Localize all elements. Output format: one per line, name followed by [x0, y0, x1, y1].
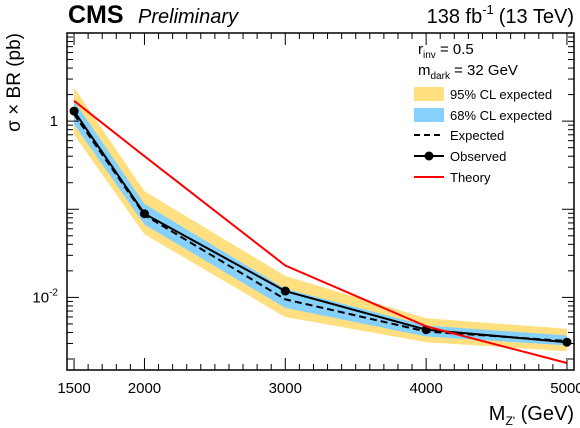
x-tick-label-5000: 5000 — [550, 380, 580, 397]
y-tick-label-1: 1 — [50, 113, 58, 130]
legend-label-68: 68% CL expected — [450, 108, 552, 123]
status-label: Preliminary — [138, 6, 239, 28]
x-tick-label-4000: 4000 — [409, 380, 442, 397]
marker-observed-2000 — [139, 209, 149, 219]
plot-frame — [66, 32, 575, 371]
lumi-exponent: -1 — [482, 2, 494, 17]
marker-observed-3000 — [280, 286, 290, 296]
limit-lines — [69, 100, 572, 364]
marker-observed-5000 — [562, 337, 572, 347]
marker-observed-1500 — [69, 106, 79, 116]
legend: 95% CL expected 68% CL expected Expected… — [414, 87, 552, 185]
y-axis-title: σ × BR (pb) — [4, 33, 25, 132]
experiment-label: CMS — [68, 1, 124, 29]
x-tick-label-2000: 2000 — [128, 380, 161, 397]
legend-label-expected: Expected — [450, 128, 504, 143]
legend-swatch-95 — [414, 87, 444, 101]
legend-label-observed: Observed — [450, 149, 506, 164]
legend-label-95: 95% CL expected — [450, 87, 552, 102]
axis-ticks — [67, 33, 574, 370]
lumi-value: 138 fb — [427, 6, 483, 28]
legend-swatch-68 — [414, 108, 444, 122]
band-68-cl-expected — [74, 100, 567, 346]
lumi-energy: (13 TeV) — [499, 6, 574, 28]
x-axis-title: MZ' (GeV) — [489, 403, 574, 428]
param-mdark: mdark = 32 GeV — [418, 62, 518, 82]
y-tick-label-0.01: 10-2 — [32, 287, 58, 306]
x-axis-title-rest: (GeV) — [515, 403, 574, 425]
x-tick-label-3000: 3000 — [269, 380, 302, 397]
x-axis-title-main: M — [489, 403, 506, 425]
legend-swatch-observed-marker — [424, 151, 434, 161]
x-axis-title-sub: Z' — [505, 414, 515, 428]
legend-label-theory: Theory — [450, 170, 491, 185]
param-rinv: rinv = 0.5 — [418, 41, 474, 61]
limit-bands — [74, 87, 567, 352]
lumi-label: 138 fb-1 (13 TeV) — [427, 2, 574, 28]
axis-tick-labels: 1500 2000 3000 4000 5000 1 10-2 — [32, 113, 580, 397]
x-tick-label-1500: 1500 — [57, 380, 90, 397]
line-theory — [73, 100, 568, 364]
